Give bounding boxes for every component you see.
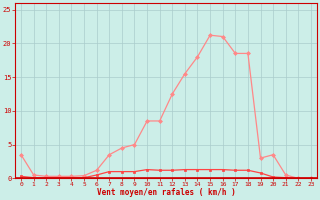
- X-axis label: Vent moyen/en rafales ( km/h ): Vent moyen/en rafales ( km/h ): [97, 188, 236, 197]
